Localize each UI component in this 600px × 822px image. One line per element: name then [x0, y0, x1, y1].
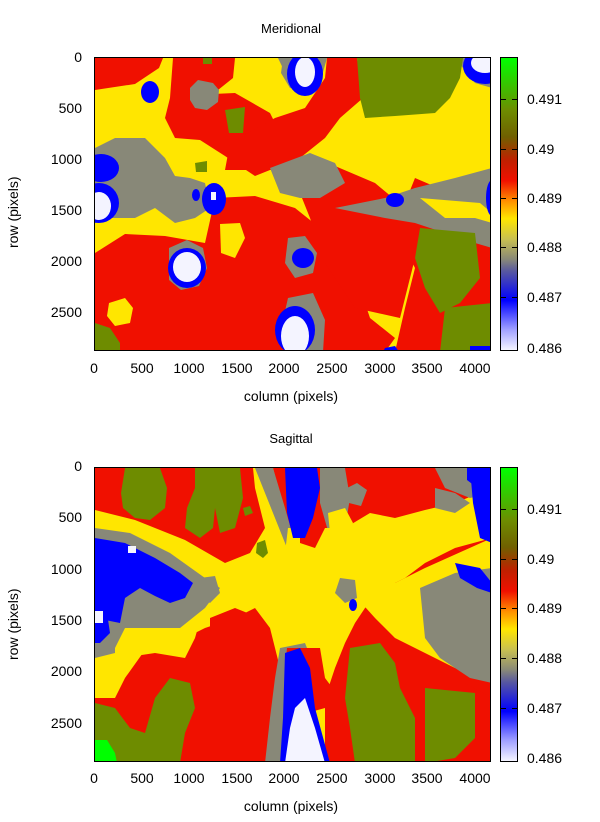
- x-tick: 1000: [173, 360, 205, 376]
- colorbar-tick-mark: [500, 198, 506, 199]
- colorbar-tick-mark: [512, 559, 518, 560]
- contour-map: [95, 468, 490, 761]
- colorbar-tick: 0.491: [527, 501, 563, 517]
- heatmap-plot-area: [94, 57, 491, 351]
- colorbar-tick-mark: [512, 149, 518, 150]
- colorbar: [500, 467, 518, 762]
- y-tick: 500: [58, 100, 82, 116]
- colorbar-tick-mark: [512, 99, 518, 100]
- colorbar-tick: 0.489: [527, 190, 563, 206]
- colorbar-tick: 0.486: [527, 340, 563, 356]
- colorbar-tick: 0.488: [527, 650, 563, 666]
- y-tick: 2500: [50, 715, 82, 731]
- y-tick: 0: [74, 49, 82, 65]
- y-tick: 2000: [50, 663, 82, 679]
- x-tick: 3500: [411, 360, 443, 376]
- colorbar-tick: 0.489: [527, 600, 563, 616]
- colorbar-tick-mark: [512, 658, 518, 659]
- colorbar-tick: 0.491: [527, 91, 563, 107]
- x-tick: 3500: [411, 770, 443, 786]
- colorbar-tick-mark: [500, 608, 506, 609]
- x-tick: 0: [90, 360, 98, 376]
- x-tick: 2500: [316, 770, 348, 786]
- y-tick: 1000: [50, 561, 82, 577]
- meridional-panel: Meridional row (pixels) 0 500 1000 1500 …: [0, 0, 600, 410]
- x-axis-label: column (pixels): [243, 798, 339, 814]
- chart-title: Sagittal: [269, 431, 313, 446]
- colorbar-tick-mark: [500, 559, 506, 560]
- x-tick: 3000: [364, 770, 396, 786]
- colorbar-tick: 0.49: [527, 141, 555, 157]
- x-tick: 3000: [364, 360, 396, 376]
- colorbar-tick: 0.488: [527, 239, 563, 255]
- colorbar-tick-mark: [500, 247, 506, 248]
- x-tick: 500: [130, 360, 154, 376]
- colorbar-tick-mark: [512, 247, 518, 248]
- x-tick: 1500: [221, 360, 253, 376]
- y-tick: 500: [58, 509, 82, 525]
- colorbar-tick-mark: [500, 509, 506, 510]
- colorbar-tick: 0.487: [527, 289, 563, 305]
- sagittal-panel: Sagittal row (pixels) 0 500 1000 1500 20…: [0, 410, 600, 822]
- y-axis-label: row (pixels): [5, 588, 21, 660]
- colorbar-tick: 0.486: [527, 750, 563, 766]
- colorbar-tick-mark: [512, 708, 518, 709]
- colorbar-tick-mark: [512, 297, 518, 298]
- y-tick: 2500: [50, 304, 82, 320]
- x-tick: 1500: [221, 770, 253, 786]
- colorbar-tick: 0.487: [527, 700, 563, 716]
- y-axis-label: row (pixels): [5, 176, 21, 248]
- colorbar-tick-mark: [500, 658, 506, 659]
- colorbar-tick-mark: [500, 149, 506, 150]
- x-tick: 4000: [459, 770, 491, 786]
- x-tick: 2000: [268, 770, 300, 786]
- y-tick: 1500: [50, 612, 82, 628]
- y-tick: 1000: [50, 151, 82, 167]
- x-tick: 500: [130, 770, 154, 786]
- colorbar-tick-mark: [512, 608, 518, 609]
- x-tick: 1000: [173, 770, 205, 786]
- contour-map: [95, 58, 490, 350]
- colorbar-tick-mark: [500, 708, 506, 709]
- heatmap-plot-area: [94, 467, 491, 762]
- y-tick: 2000: [50, 253, 82, 269]
- x-tick: 4000: [459, 360, 491, 376]
- colorbar-tick-mark: [512, 198, 518, 199]
- colorbar-tick-mark: [500, 297, 506, 298]
- colorbar-tick: 0.49: [527, 551, 555, 567]
- colorbar: [500, 57, 518, 351]
- x-axis-label: column (pixels): [243, 388, 339, 404]
- colorbar-tick-mark: [500, 99, 506, 100]
- colorbar-tick-mark: [512, 509, 518, 510]
- y-tick: 1500: [50, 202, 82, 218]
- x-tick: 2500: [316, 360, 348, 376]
- x-tick: 0: [90, 770, 98, 786]
- x-tick: 2000: [268, 360, 300, 376]
- y-tick: 0: [74, 458, 82, 474]
- chart-title: Meridional: [261, 21, 321, 36]
